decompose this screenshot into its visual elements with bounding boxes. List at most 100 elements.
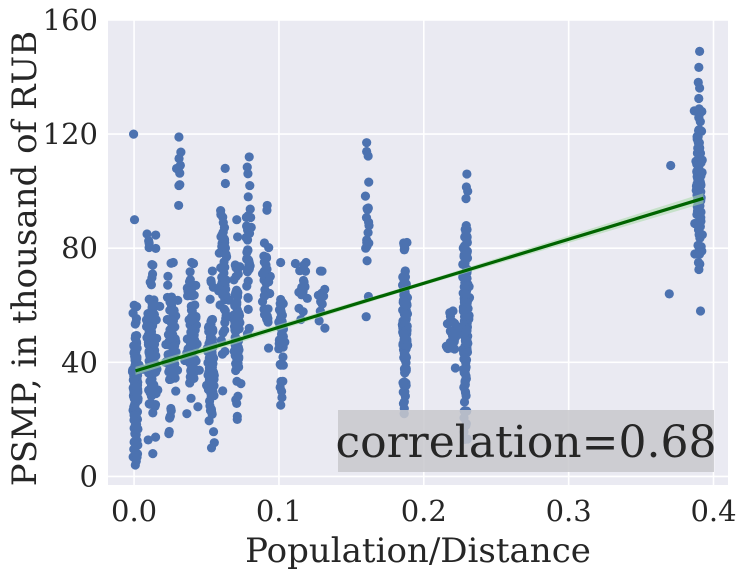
data-point: [230, 298, 240, 309]
data-point: [666, 160, 676, 171]
data-point: [696, 213, 706, 223]
x-tick-label: 0.4: [690, 494, 736, 528]
data-point: [233, 347, 243, 357]
data-point: [146, 330, 156, 340]
data-point: [462, 169, 472, 179]
data-point: [399, 296, 409, 307]
data-point: [399, 238, 409, 248]
data-point: [174, 200, 184, 211]
data-point: [219, 304, 229, 314]
data-point: [362, 256, 372, 266]
data-point: [218, 218, 228, 228]
data-point: [401, 309, 412, 319]
data-point: [232, 320, 243, 330]
data-point: [193, 402, 203, 412]
data-point: [402, 341, 412, 351]
data-point: [186, 393, 196, 403]
x-axis-title: Population/Distance: [245, 531, 591, 571]
data-point: [233, 361, 243, 371]
data-point: [220, 178, 230, 189]
data-point: [244, 264, 254, 274]
data-point: [399, 328, 409, 338]
data-point: [147, 259, 157, 270]
data-point: [209, 438, 219, 448]
data-point: [450, 363, 460, 373]
data-point: [185, 267, 195, 277]
data-point: [171, 386, 181, 396]
data-point: [364, 238, 374, 248]
data-point: [162, 314, 172, 325]
data-point: [694, 230, 704, 240]
data-point: [231, 263, 241, 273]
data-point: [184, 277, 195, 287]
data-point: [245, 204, 255, 214]
data-point: [399, 364, 410, 374]
data-point: [176, 147, 186, 157]
data-point: [188, 258, 199, 269]
data-point: [220, 277, 230, 288]
data-point: [219, 257, 229, 267]
data-point: [315, 291, 325, 301]
data-points: [127, 46, 707, 470]
data-point: [243, 192, 253, 202]
data-point: [243, 304, 253, 314]
data-point: [168, 369, 178, 380]
data-point: [458, 272, 468, 282]
data-point: [461, 348, 471, 358]
data-point: [460, 289, 470, 299]
data-point: [182, 409, 192, 419]
data-point: [263, 343, 274, 353]
data-point: [695, 46, 705, 56]
data-point: [131, 456, 141, 466]
data-point: [232, 232, 243, 242]
data-point: [694, 62, 704, 72]
data-point: [164, 413, 175, 423]
regression-line: [135, 196, 704, 373]
x-tick-label: 0.3: [546, 494, 592, 528]
data-point: [206, 327, 216, 337]
data-point: [259, 291, 269, 301]
grid-lines: [108, 19, 728, 485]
y-axis-title: PSMP, in thousand of RUB: [5, 31, 45, 486]
data-point: [163, 271, 173, 281]
data-point: [243, 169, 253, 179]
data-point: [220, 163, 230, 173]
data-point: [400, 272, 411, 282]
data-point: [206, 315, 216, 326]
data-point: [148, 300, 158, 310]
data-point: [130, 353, 140, 364]
data-point: [300, 282, 310, 292]
data-point: [314, 316, 324, 326]
data-point: [153, 385, 163, 395]
data-point: [244, 152, 254, 162]
data-point: [221, 249, 231, 260]
data-point: [129, 415, 139, 425]
data-point: [693, 125, 704, 136]
data-point: [147, 273, 157, 283]
data-point: [317, 299, 327, 309]
data-point: [217, 230, 227, 240]
data-point: [243, 292, 253, 303]
y-tick-label: 120: [43, 117, 98, 151]
data-point: [169, 305, 179, 316]
data-point: [208, 427, 219, 437]
correlation-annotation: correlation=0.68: [336, 410, 716, 472]
data-point: [151, 230, 161, 240]
data-point: [361, 312, 371, 322]
data-point: [186, 368, 197, 378]
data-point: [243, 245, 253, 255]
data-point: [363, 228, 373, 238]
x-tick-label: 0.1: [256, 494, 302, 528]
data-point: [298, 307, 308, 317]
data-point: [233, 308, 243, 318]
data-point: [300, 266, 311, 276]
data-point: [189, 329, 199, 340]
data-point: [207, 266, 217, 276]
data-point: [691, 181, 702, 191]
data-point: [460, 380, 470, 390]
tick-labels: 0.0 0.1 0.2 0.3 0.4 0 40 80 120 160: [43, 3, 737, 528]
y-tick-label: 160: [43, 3, 98, 37]
data-point: [144, 238, 154, 248]
data-point: [132, 301, 142, 312]
